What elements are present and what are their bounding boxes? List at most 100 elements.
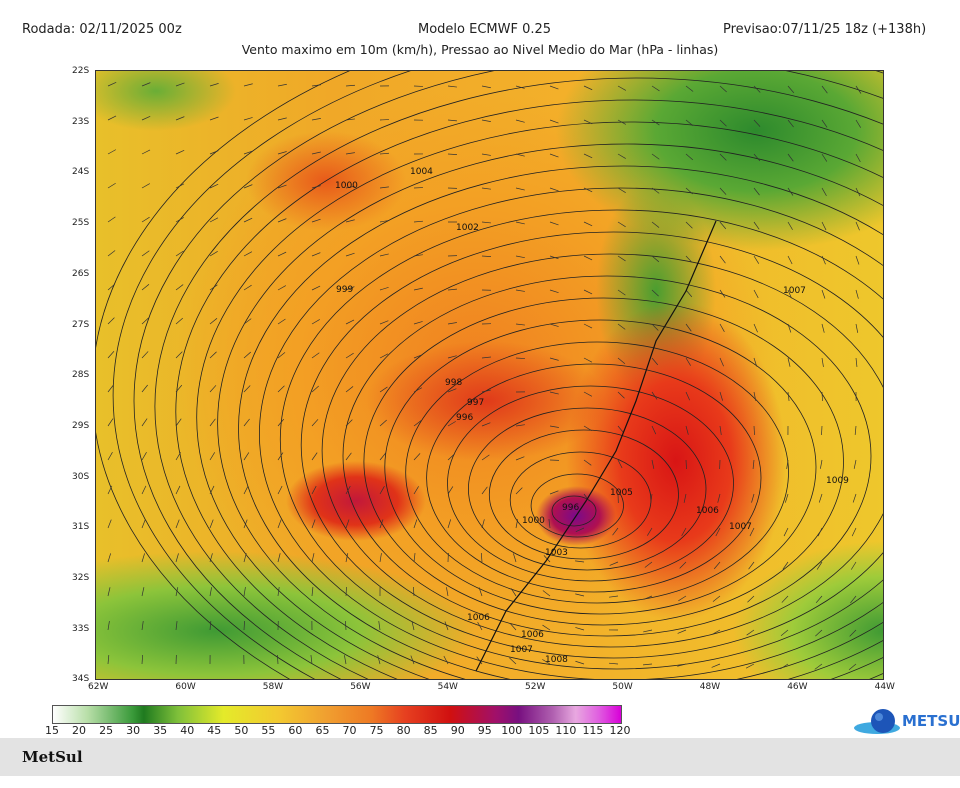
wind-arrow bbox=[277, 318, 286, 325]
wind-arrow bbox=[107, 115, 117, 121]
wind-arrow bbox=[481, 389, 491, 393]
wind-arrow bbox=[787, 153, 794, 162]
wind-arrow bbox=[209, 418, 216, 427]
wind-arrow bbox=[447, 388, 457, 393]
isobar-label: 999 bbox=[336, 285, 354, 295]
wind-arrow bbox=[821, 221, 827, 231]
wind-arrow bbox=[481, 422, 491, 427]
wind-arrow bbox=[719, 357, 724, 367]
isobar-line bbox=[488, 429, 679, 560]
wind-arrow bbox=[141, 351, 149, 359]
wind-arrow bbox=[209, 351, 217, 359]
wind-arrow bbox=[141, 519, 146, 529]
wind-arrow bbox=[107, 621, 110, 631]
wind-arrow bbox=[277, 285, 287, 291]
wind-arrow bbox=[311, 419, 319, 427]
isobar-label: 1000 bbox=[522, 516, 545, 526]
footer-brand: MetSul bbox=[22, 748, 83, 766]
wind-arrow bbox=[243, 485, 249, 495]
isobar-label: 1004 bbox=[410, 167, 433, 177]
wind-arrow bbox=[311, 519, 316, 529]
isobar-label: 1000 bbox=[335, 181, 358, 191]
colorbar-tick: 100 bbox=[501, 724, 523, 737]
wind-arrow bbox=[575, 627, 585, 631]
wind-arrow bbox=[277, 352, 286, 359]
wind-arrow bbox=[651, 255, 660, 263]
metsul-logo-text: METSUL bbox=[902, 712, 960, 730]
wind-arrow bbox=[311, 218, 321, 223]
wind-arrow bbox=[787, 323, 792, 333]
wind-arrow bbox=[411, 621, 415, 631]
wind-arrow bbox=[243, 418, 250, 427]
wind-arrow bbox=[345, 118, 355, 121]
wind-arrow bbox=[850, 561, 857, 570]
map-subtitle: Vento maximo em 10m (km/h), Pressao ao N… bbox=[241, 42, 719, 57]
wind-arrow bbox=[719, 391, 723, 401]
wind-arrow bbox=[821, 85, 828, 94]
wind-arrow bbox=[651, 221, 660, 228]
wind-arrow bbox=[677, 629, 687, 634]
wind-arrow bbox=[310, 655, 313, 665]
wind-arrow bbox=[443, 655, 449, 665]
colorbar-tick: 80 bbox=[396, 724, 411, 737]
wind-arrow bbox=[821, 323, 825, 333]
wind-arrow bbox=[542, 659, 551, 665]
wind-arrow bbox=[548, 519, 551, 529]
wind-arrow bbox=[481, 187, 491, 190]
wind-arrow bbox=[345, 452, 352, 461]
wind-arrow bbox=[515, 357, 526, 359]
wind-arrow bbox=[141, 384, 148, 393]
wind-arrow bbox=[855, 187, 861, 197]
isobar-line bbox=[468, 407, 707, 571]
wind-arrow bbox=[719, 323, 725, 333]
wind-arrow bbox=[651, 85, 660, 92]
footer-bar: MetSul bbox=[0, 738, 960, 776]
wind-arrow bbox=[481, 221, 491, 224]
wind-arrow bbox=[379, 286, 389, 291]
wind-arrow bbox=[850, 595, 857, 604]
isobar-label: 1009 bbox=[826, 476, 849, 486]
wind-arrow bbox=[243, 553, 247, 563]
wind-arrow bbox=[821, 425, 823, 436]
isobar-line bbox=[321, 253, 883, 648]
wind-arrow bbox=[311, 587, 314, 597]
lon-label: 60W bbox=[175, 682, 196, 692]
wind-arrow bbox=[478, 587, 483, 597]
wind-arrow bbox=[816, 561, 823, 570]
lon-label: 48W bbox=[699, 682, 721, 692]
wind-arrow bbox=[481, 519, 485, 529]
wind-arrow bbox=[651, 289, 659, 297]
wind-arrow bbox=[549, 490, 559, 495]
wind-arrow bbox=[447, 453, 455, 461]
wind-arrow bbox=[855, 221, 860, 231]
wind-arrow bbox=[719, 221, 727, 230]
wind-arrow bbox=[515, 424, 525, 427]
wind-arrow bbox=[447, 322, 457, 325]
wind-arrow bbox=[243, 83, 253, 87]
colorbar-ticks: 15 20 25 30 35 40 45 50 55 60 65 70 75 80 85 90 95 100 105… bbox=[45, 724, 631, 738]
isobar-label: 1007 bbox=[783, 286, 806, 296]
isobar-line bbox=[133, 71, 883, 679]
wind-arrow bbox=[821, 153, 828, 162]
wind-arrow bbox=[820, 459, 823, 469]
wind-arrow bbox=[515, 221, 525, 225]
metsul-globe-logo-icon bbox=[854, 709, 900, 734]
lon-label: 62W bbox=[88, 682, 109, 692]
isobar-line bbox=[405, 341, 789, 604]
wind-arrow bbox=[583, 221, 593, 227]
isobar-label: 1006 bbox=[467, 613, 490, 623]
isobar-line bbox=[259, 187, 883, 679]
wind-arrow bbox=[515, 456, 525, 461]
wind-arrow bbox=[209, 621, 212, 631]
isobar-line bbox=[154, 77, 883, 679]
colorbar-tick: 20 bbox=[72, 724, 87, 737]
wind-arrow bbox=[815, 629, 823, 637]
wind-arrow bbox=[141, 553, 145, 563]
wind-arrow bbox=[107, 452, 113, 461]
wind-arrow bbox=[209, 519, 214, 529]
wind-arrow bbox=[209, 485, 215, 495]
wind-arrow bbox=[747, 595, 755, 603]
colorbar-tick: 45 bbox=[207, 724, 222, 737]
wind-arrow bbox=[853, 459, 857, 469]
wind-arrow bbox=[650, 493, 653, 503]
